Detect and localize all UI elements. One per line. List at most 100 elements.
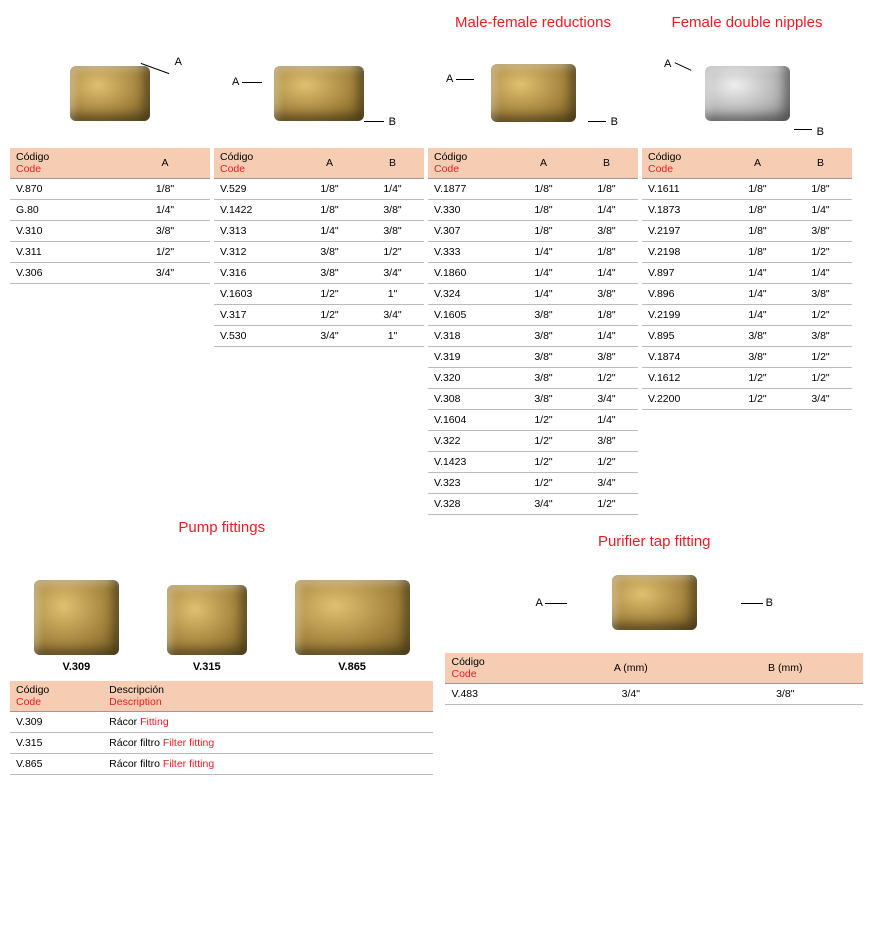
table-row: V.3063/4" — [10, 263, 210, 284]
cell-code: V.897 — [642, 263, 726, 284]
table-row: V.22001/2"3/4" — [642, 389, 852, 410]
cell-b: 3/4" — [361, 305, 424, 326]
cell-a: 1/8" — [512, 221, 575, 242]
cell-b: 1/8" — [575, 179, 638, 200]
cell-code: V.483 — [445, 684, 554, 705]
section-3-tbody: V.18771/8"1/8"V.3301/8"1/4"V.3071/8"3/8"… — [428, 179, 638, 515]
cell-a: 1/2" — [726, 368, 789, 389]
purifier-section: Purifier tap fitting A B CódigoCode A (m… — [445, 529, 863, 705]
section-2-table: CódigoCode A B V.5291/8"1/4"V.14221/8"3/… — [214, 148, 424, 347]
cell-code: V.530 — [214, 326, 298, 347]
cell-a: 1/8" — [120, 179, 210, 200]
cell-a: 3/8" — [512, 389, 575, 410]
section-3-image: A B — [428, 38, 638, 148]
cell-a: 1/8" — [726, 179, 789, 200]
pump-tbody: V.309Rácor FittingV.315Rácor filtro Filt… — [10, 712, 433, 775]
cell-a: 3/8" — [512, 368, 575, 389]
cell-code: V.320 — [428, 368, 512, 389]
section-1: A CódigoCode A V.8701/8"G.801/4"V.3103/8… — [10, 10, 210, 515]
section-3: Male-female reductions A B CódigoCode A … — [428, 10, 638, 515]
label-B: B — [817, 126, 824, 138]
cell-a: 1/2" — [512, 410, 575, 431]
table-row: V.3283/4"1/2" — [428, 494, 638, 515]
cell-a: 1/4" — [512, 242, 575, 263]
section-4-table: CódigoCode A B V.16111/8"1/8"V.18731/8"1… — [642, 148, 852, 410]
bottom-row: Pump fittings V.309 V.315 V.865 CódigoCo… — [10, 519, 863, 775]
cell-code: V.2199 — [642, 305, 726, 326]
pump-caption: V.309 — [34, 661, 119, 673]
table-row: V.865Rácor filtro Filter fitting — [10, 754, 433, 775]
cell-code: V.870 — [10, 179, 120, 200]
cell-b: 1" — [361, 326, 424, 347]
cell-a: 3/4" — [554, 684, 707, 705]
cell-code: V.319 — [428, 347, 512, 368]
cell-b: 3/8" — [361, 221, 424, 242]
table-row: V.16121/2"1/2" — [642, 368, 852, 389]
cell-code: V.896 — [642, 284, 726, 305]
cell-code: V.318 — [428, 326, 512, 347]
table-row: V.21971/8"3/8" — [642, 221, 852, 242]
cell-code: V.310 — [10, 221, 120, 242]
table-row: V.3071/8"3/8" — [428, 221, 638, 242]
cell-b: 1/2" — [789, 242, 852, 263]
cell-b: 1/8" — [575, 242, 638, 263]
cell-code: G.80 — [10, 200, 120, 221]
cell-b: 1/8" — [789, 179, 852, 200]
cell-b: 3/8" — [361, 200, 424, 221]
table-row: V.18731/8"1/4" — [642, 200, 852, 221]
cell-code: V.313 — [214, 221, 298, 242]
cell-a: 1/4" — [726, 284, 789, 305]
purifier-table: CódigoCode A (mm) B (mm) V.4833/4"3/8" — [445, 653, 863, 705]
table-row: V.5303/4"1" — [214, 326, 424, 347]
cell-a: 1/8" — [726, 221, 789, 242]
label-A: A — [664, 58, 671, 70]
table-row: V.3123/8"1/2" — [214, 242, 424, 263]
cell-a: 3/8" — [512, 347, 575, 368]
cell-code: V.1860 — [428, 263, 512, 284]
table-row: V.16031/2"1" — [214, 284, 424, 305]
section-1-table: CódigoCode A V.8701/8"G.801/4"V.3103/8"V… — [10, 148, 210, 284]
table-row: V.14231/2"1/2" — [428, 452, 638, 473]
section-1-title — [10, 14, 210, 32]
cell-code: V.1611 — [642, 179, 726, 200]
cell-code: V.2200 — [642, 389, 726, 410]
table-row: V.8971/4"1/4" — [642, 263, 852, 284]
cell-a: 1/4" — [512, 284, 575, 305]
table-row: V.8961/4"3/8" — [642, 284, 852, 305]
cell-a: 1/8" — [726, 242, 789, 263]
cell-a: 1/2" — [726, 389, 789, 410]
cell-code: V.1873 — [642, 200, 726, 221]
pump-section: Pump fittings V.309 V.315 V.865 CódigoCo… — [10, 529, 433, 775]
table-row: V.8701/8" — [10, 179, 210, 200]
table-row: V.3231/2"3/4" — [428, 473, 638, 494]
cell-a: 3/4" — [120, 263, 210, 284]
cell-a: 1/2" — [298, 305, 361, 326]
cell-a: 1/4" — [120, 200, 210, 221]
table-row: V.18601/4"1/4" — [428, 263, 638, 284]
cell-code: V.1874 — [642, 347, 726, 368]
table-row: V.3331/4"1/8" — [428, 242, 638, 263]
table-row: V.3103/8" — [10, 221, 210, 242]
cell-a: 1/4" — [512, 263, 575, 284]
cell-a: 3/8" — [512, 305, 575, 326]
label-B: B — [611, 116, 618, 128]
cell-a: 1/2" — [120, 242, 210, 263]
table-row: V.315Rácor filtro Filter fitting — [10, 733, 433, 754]
section-2-tbody: V.5291/8"1/4"V.14221/8"3/8"V.3131/4"3/8"… — [214, 179, 424, 347]
cell-b: 1/4" — [575, 326, 638, 347]
cell-b: 3/8" — [789, 326, 852, 347]
section-2-title — [214, 14, 424, 32]
pump-item: V.309 — [34, 580, 119, 673]
table-row: V.21991/4"1/2" — [642, 305, 852, 326]
cell-b: 1/2" — [575, 452, 638, 473]
top-row: A CódigoCode A V.8701/8"G.801/4"V.3103/8… — [10, 10, 863, 515]
cell-a: 3/8" — [298, 242, 361, 263]
table-row: V.16041/2"1/4" — [428, 410, 638, 431]
cell-b: 3/8" — [708, 684, 863, 705]
cell-code: V.307 — [428, 221, 512, 242]
table-row: V.3083/8"3/4" — [428, 389, 638, 410]
label-A: A — [175, 56, 182, 68]
cell-b: 1/4" — [575, 410, 638, 431]
cell-b: 3/4" — [789, 389, 852, 410]
pump-caption: V.865 — [295, 661, 410, 673]
